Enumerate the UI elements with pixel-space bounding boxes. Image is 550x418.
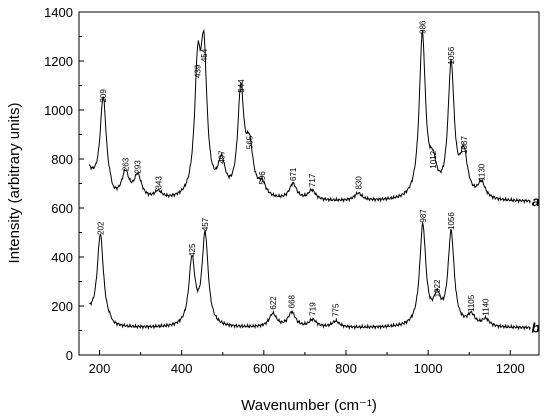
x-tick-label: 800: [335, 361, 357, 376]
y-tick-label: 800: [51, 152, 73, 167]
peak-label: 1056: [447, 46, 456, 64]
x-tick-label: 200: [89, 361, 111, 376]
peak-label: 1012: [429, 150, 438, 168]
y-axis: 0 200 400 600 800 1000 1200 1400: [44, 5, 84, 363]
y-tick-label: 600: [51, 201, 73, 216]
series-label-b: b: [531, 320, 540, 336]
peak-label: 263: [121, 157, 130, 171]
peak-label: 717: [308, 173, 317, 187]
peak-label: 1087: [460, 136, 469, 154]
peak-label: 293: [134, 160, 143, 174]
peak-label: 1130: [478, 163, 487, 181]
y-tick-label: 1400: [44, 5, 73, 20]
peak-label: 671: [289, 167, 298, 181]
peak-label: 986: [418, 20, 427, 34]
peak-label: 439: [194, 64, 203, 78]
peak-label: 1105: [467, 294, 476, 312]
peak-labels: a 209 263 293 343 439 454 497 544 565 596 671 717 830…: [96, 20, 540, 335]
peak-label: 202: [96, 221, 105, 235]
peak-label: 454: [200, 48, 209, 62]
x-axis: 200 400 600 800 1000 1200: [89, 350, 525, 376]
spectra: [88, 29, 531, 331]
peak-label: 775: [332, 303, 341, 317]
y-tick-label: 0: [66, 348, 73, 363]
peak-label: 1022: [433, 279, 442, 297]
y-tick-label: 1000: [44, 103, 73, 118]
peak-label: 343: [154, 176, 163, 190]
peak-label: 668: [288, 294, 297, 308]
peak-label: 1140: [482, 298, 491, 316]
series-line-a: [88, 29, 531, 205]
x-tick-label: 600: [253, 361, 275, 376]
peak-label: 1056: [447, 212, 456, 230]
y-tick-label: 400: [51, 250, 73, 265]
peak-label: 987: [419, 209, 428, 223]
x-axis-title: Wavenumber (cm⁻¹): [241, 397, 377, 414]
peak-label: 622: [269, 296, 278, 310]
series-line-b: [89, 222, 531, 331]
peak-label: 497: [218, 150, 227, 164]
y-tick-label: 1200: [44, 54, 73, 69]
x-tick-label: 1000: [414, 361, 443, 376]
y-tick-label: 200: [51, 299, 73, 314]
x-tick-label: 400: [171, 361, 193, 376]
peak-label: 544: [237, 79, 246, 93]
peak-label: 457: [201, 217, 210, 231]
x-tick-label: 1200: [496, 361, 525, 376]
peak-label: 565: [245, 135, 254, 149]
peak-label: 209: [99, 89, 108, 103]
series-label-a: a: [532, 193, 540, 209]
y-axis-title: Intensity (arbitrary units): [6, 103, 23, 264]
peak-label: 425: [188, 243, 197, 257]
peak-label: 719: [309, 302, 318, 316]
peak-label: 596: [258, 171, 267, 185]
peak-label: 830: [354, 176, 363, 190]
